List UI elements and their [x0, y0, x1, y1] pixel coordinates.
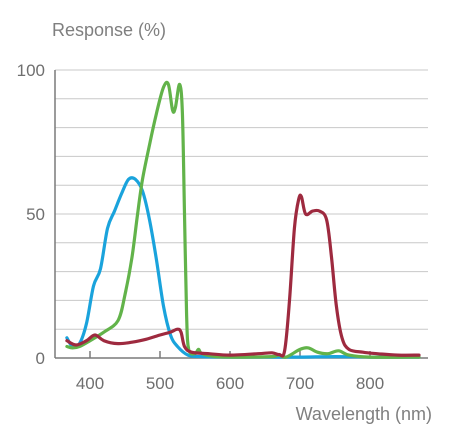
- y-axis-label: Response (%): [52, 20, 166, 40]
- x-tick-label-600: 600: [216, 374, 244, 393]
- y-tick-label-100: 100: [17, 61, 45, 80]
- tick-labels: 400 500 600 700 800 0 50 100: [17, 61, 385, 393]
- y-tick-label-50: 50: [26, 205, 45, 224]
- x-tick-label-400: 400: [76, 374, 104, 393]
- grid-lines: [55, 69, 428, 330]
- y-tick-label-0: 0: [36, 349, 45, 368]
- x-tick-label-500: 500: [146, 374, 174, 393]
- x-tick-label-700: 700: [286, 374, 314, 393]
- series-lines: [65, 80, 421, 359]
- series-line-2: [65, 80, 421, 359]
- series-line-3: [65, 193, 421, 358]
- x-tick-label-800: 800: [356, 374, 384, 393]
- series-line-1: [65, 176, 421, 359]
- x-axis-label: Wavelength (nm): [296, 404, 432, 424]
